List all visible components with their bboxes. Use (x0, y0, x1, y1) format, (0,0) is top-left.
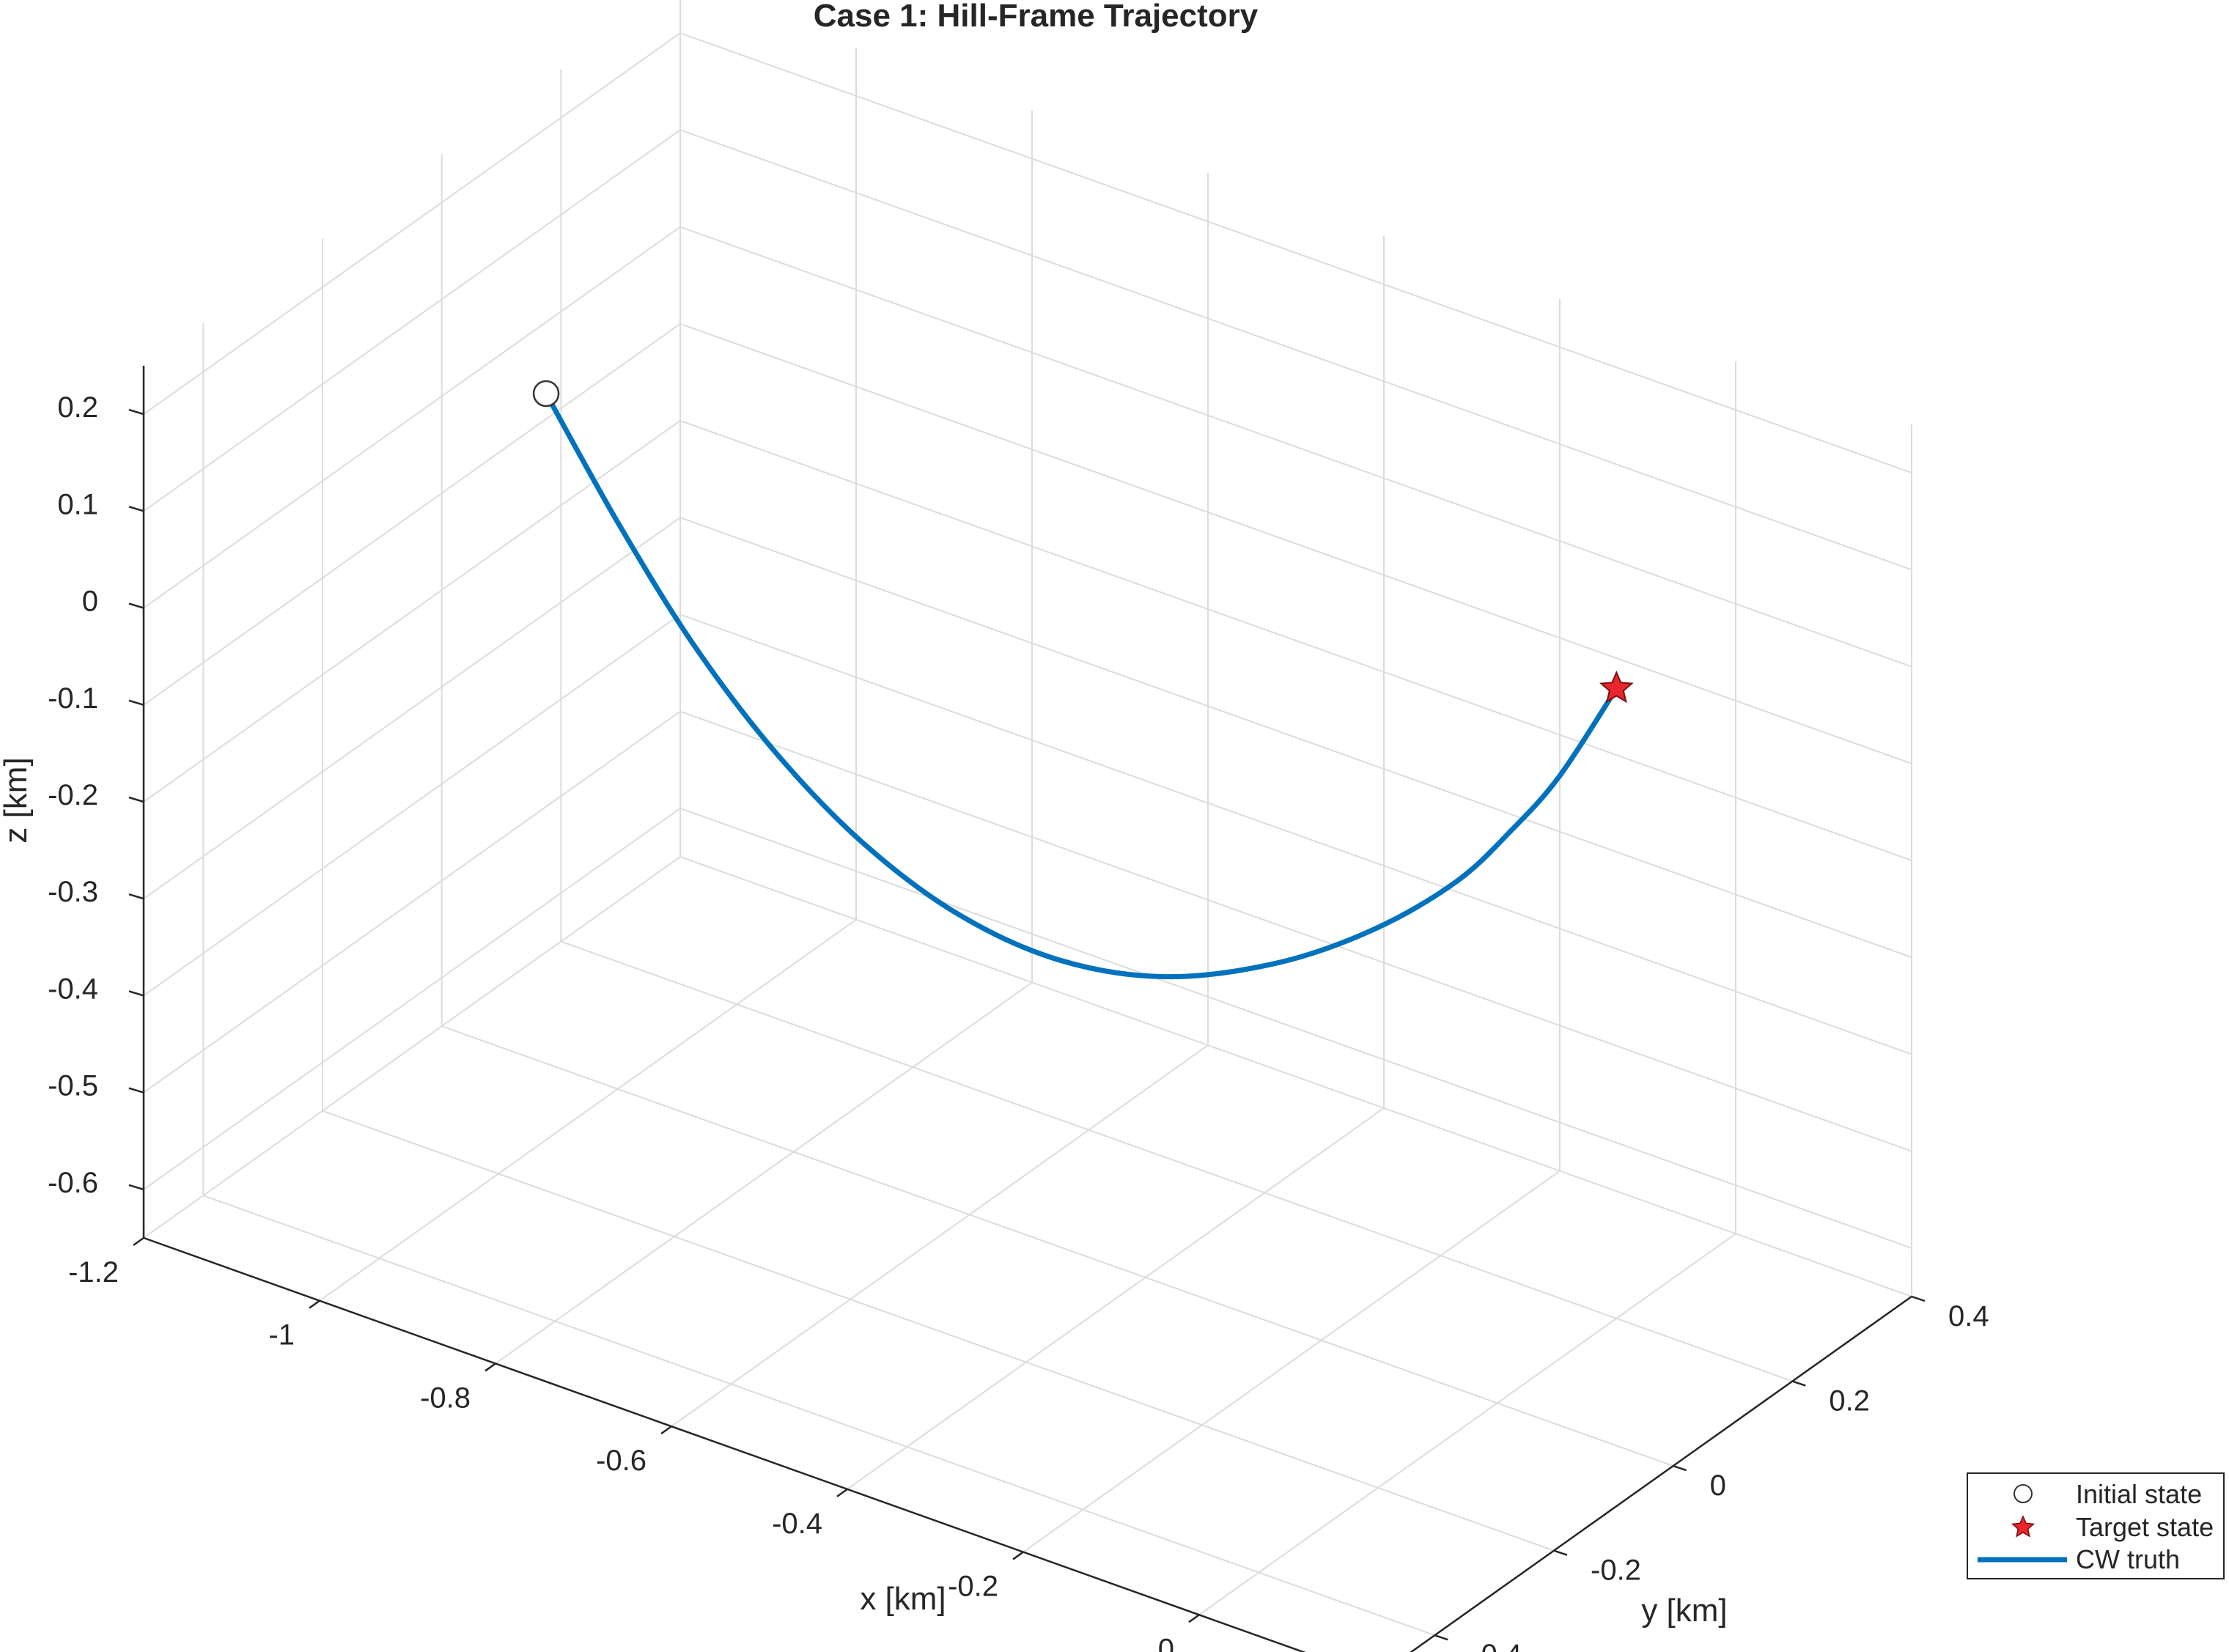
y-tick-label: -0.2 (1591, 1555, 1641, 1587)
tick-labels: -1.2 -1 -0.8 -0.6 -0.4 -0.2 0 0.2 -0.4 -0.2 0 0.2 0.… (48, 391, 1989, 1652)
y-tick-mark (1911, 1295, 1926, 1302)
x-tick-mark (1188, 1614, 1200, 1623)
grid-line-floor-x (847, 1107, 1385, 1490)
x-tick-mark (1012, 1551, 1024, 1560)
x-tick-label: -0.2 (948, 1571, 998, 1603)
y-tick-mark (1553, 1549, 1568, 1556)
z-tick-mark (128, 1184, 144, 1191)
x-tick-label: -0.4 (772, 1508, 822, 1540)
z-tick-mark (128, 990, 144, 997)
grid-line-left-z (143, 808, 681, 1190)
z-tick-label: 0.1 (57, 488, 98, 520)
x-tick-label: -0.8 (420, 1382, 471, 1414)
initial-state-marker (532, 380, 560, 408)
legend-cw-truth-label: CW truth (2076, 1544, 2180, 1574)
legend-target-state-label: Target state (2076, 1512, 2214, 1542)
x-axis-label: x [km] (860, 1581, 946, 1617)
x-tick-mark (660, 1426, 672, 1435)
y-tick-mark (1434, 1634, 1448, 1641)
grid-line-floor-x (671, 1044, 1209, 1427)
grid-line-back-z (679, 420, 1912, 861)
y-tick-label: -0.4 (1471, 1639, 1522, 1652)
grid-line-left-z (143, 32, 681, 415)
grid-line-floor-x (319, 918, 857, 1302)
z-tick-label: -0.5 (48, 1070, 98, 1102)
z-tick-mark (128, 893, 144, 900)
x-tick-label: -1.2 (68, 1256, 119, 1288)
x-tick-mark (309, 1299, 320, 1309)
legend-initial-state-marker (2014, 1484, 2033, 1503)
grid-line-back-z (679, 517, 1912, 959)
y-tick-mark (1673, 1464, 1687, 1472)
grid-line-left-z (143, 226, 681, 609)
z-tick-mark (128, 796, 144, 803)
y-tick-label: 0.2 (1829, 1385, 1870, 1417)
grid-line-floor-y (679, 856, 1912, 1297)
legend-target-state-marker (2011, 1515, 2035, 1538)
x-tick-label: 0 (1158, 1633, 1174, 1652)
z-tick-label: -0.1 (48, 682, 98, 715)
grid-line-back-z (679, 613, 1912, 1055)
y-axis-label: y [km] (1641, 1593, 1727, 1629)
cw-truth-line (543, 391, 1619, 980)
z-tick-label: 0 (82, 586, 98, 618)
grid-line-floor-y (441, 1025, 1674, 1467)
x-axis-line (143, 1236, 1306, 1652)
target-state-marker (1599, 670, 1634, 704)
grid-line-left-z (143, 129, 681, 512)
z-tick-label: -0.4 (48, 973, 98, 1005)
grid-line-left-z (143, 517, 681, 900)
z-axis-label: z [km] (0, 757, 34, 843)
grid-line-floor-y (560, 940, 1793, 1382)
z-tick-label: -0.2 (48, 779, 98, 811)
grid-line-back-z (679, 129, 1912, 571)
grid-line-left-z (143, 420, 681, 803)
z-tick-mark (128, 602, 144, 609)
grid-line-floor-x (1198, 1233, 1736, 1616)
grid-line-floor-y (322, 1110, 1555, 1552)
grid-line-back-z (679, 32, 1912, 474)
grid-lines (143, 0, 1912, 1652)
z-tick-mark (128, 1087, 144, 1094)
z-tick-label: -0.6 (48, 1167, 98, 1199)
axes (128, 366, 1926, 1652)
z-tick-mark (128, 408, 144, 416)
x-tick-mark (836, 1488, 848, 1497)
y-tick-label: 0.4 (1948, 1300, 1989, 1332)
z-tick-label: 0.2 (57, 391, 98, 424)
y-tick-mark (1791, 1380, 1806, 1387)
x-tick-mark (485, 1362, 496, 1372)
z-tick-label: -0.3 (48, 876, 98, 908)
plot-series (532, 380, 1634, 980)
grid-line-floor-y (202, 1195, 1435, 1637)
z-tick-mark (128, 699, 144, 706)
grid-line-floor-x (143, 856, 681, 1239)
grid-line-left-z (143, 322, 681, 706)
z-tick-mark (128, 506, 144, 512)
legend: Initial state Target state CW truth (1967, 1472, 2225, 1579)
grid-line-floor-x (495, 981, 1033, 1365)
x-tick-mark (133, 1236, 144, 1247)
grid-line-back-z (679, 710, 1912, 1152)
grid-line-left-z (143, 710, 681, 1094)
x-tick-label: -1 (268, 1319, 295, 1352)
legend-initial-state-label: Initial state (2076, 1479, 2202, 1509)
grid-line-back-z (679, 807, 1912, 1249)
grid-line-back-z (679, 226, 1912, 668)
grid-line-left-z (143, 613, 681, 997)
y-tick-label: 0 (1710, 1470, 1726, 1502)
chart-title: Case 1: Hill-Frame Trajectory (814, 0, 1259, 34)
y-axis-line (1410, 1295, 1912, 1652)
x-tick-label: -0.6 (596, 1445, 646, 1477)
grid-line-back-z (679, 322, 1912, 764)
grid-line-floor-x (1023, 1170, 1561, 1553)
